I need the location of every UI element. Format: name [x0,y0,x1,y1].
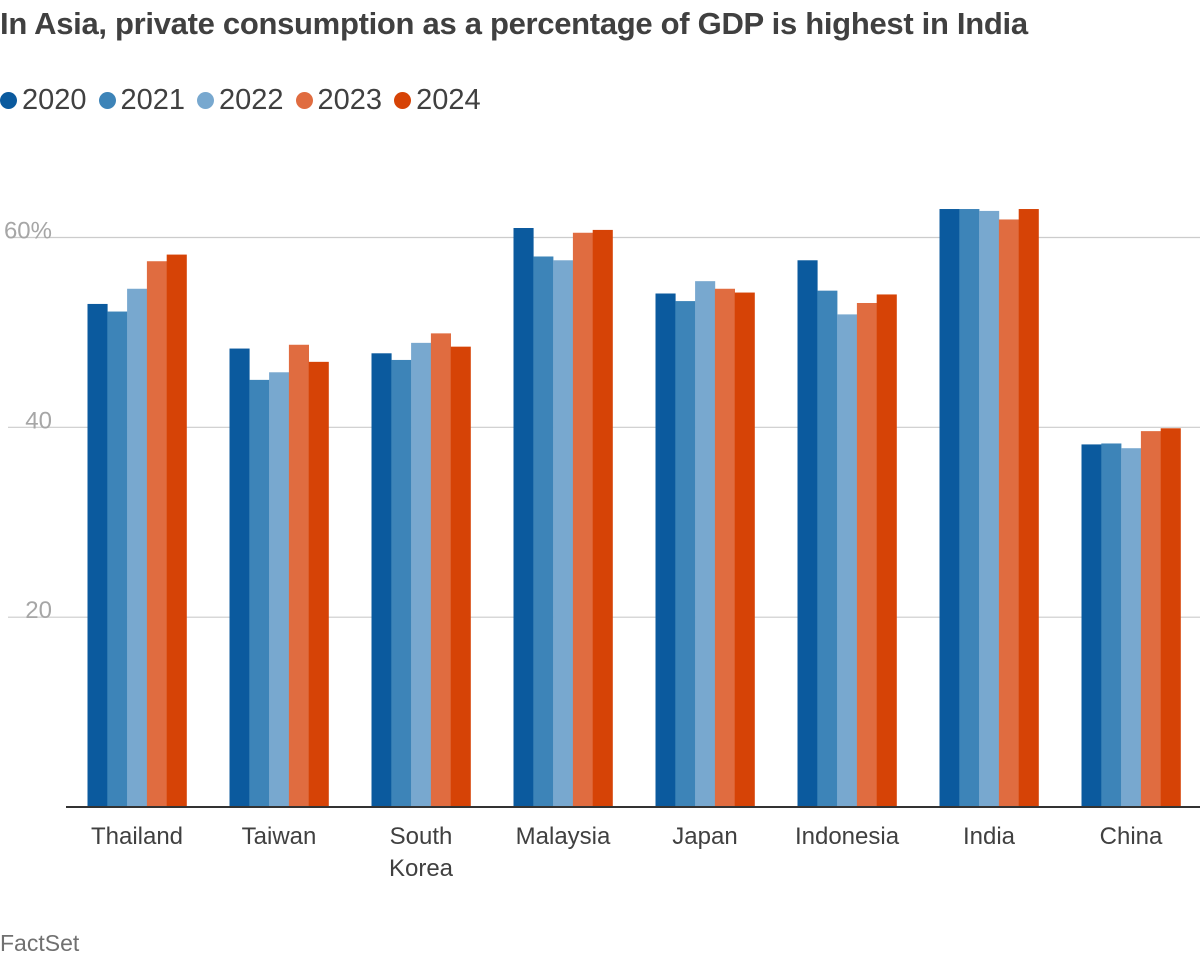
legend-item-2020: 2020 [0,84,87,117]
legend-label: 2021 [120,84,186,116]
bar-south-korea-2023 [430,333,451,807]
x-category-label: Malaysia [516,823,611,850]
bar-taiwan-2022 [269,372,290,807]
bar-taiwan-2021 [249,379,270,807]
bar-china-2024 [1160,428,1181,807]
y-tick-label-20: 20 [25,597,52,624]
bar-thailand-2020 [87,303,108,807]
legend-swatch-icon [295,92,313,109]
chart-legend: 2020 2021 2022 2023 2024 [0,84,493,117]
bar-malaysia-2023 [572,232,593,808]
x-category-label: Indonesia [795,823,900,850]
x-category-label: Japan [672,823,737,850]
legend-label: 2024 [416,84,481,116]
bar-south-korea-2020 [371,353,392,807]
x-category-label: China [1100,823,1163,850]
x-category-label: Taiwan [242,823,317,850]
bar-china-2020 [1081,444,1102,807]
bar-japan-2020 [655,293,676,807]
source-note: FactSet [0,930,80,956]
bar-thailand-2024 [166,254,187,807]
bar-indonesia-2024 [876,294,897,807]
bar-thailand-2022 [127,288,148,807]
legend-swatch-icon [0,92,17,109]
legend-label: 2023 [317,84,383,116]
bar-taiwan-2020 [229,348,250,807]
bar-china-2023 [1140,431,1161,807]
bar-south-korea-2021 [391,359,412,807]
legend-swatch-icon [197,92,215,109]
bar-india-2021 [959,209,980,807]
bar-taiwan-2024 [308,361,329,807]
legend-item-2021: 2021 [98,84,186,117]
bar-indonesia-2022 [837,314,858,807]
bar-south-korea-2024 [450,346,471,807]
x-category-label: South [390,823,453,850]
legend-swatch-icon [394,92,412,109]
bar-india-2020 [939,209,960,807]
legend-item-2023: 2023 [295,84,383,117]
bar-japan-2024 [734,292,755,808]
bar-thailand-2021 [107,311,128,807]
bar-south-korea-2022 [411,342,432,807]
x-category-label: India [963,823,1016,850]
bar-indonesia-2020 [797,260,818,807]
bar-india-2022 [979,210,1000,807]
bar-china-2021 [1101,443,1122,807]
bar-japan-2022 [695,281,716,808]
bar-malaysia-2022 [553,260,574,807]
bar-india-2024 [1018,209,1039,807]
bar-japan-2021 [675,301,696,807]
bar-indonesia-2023 [856,302,877,807]
bar-taiwan-2023 [288,344,309,807]
y-tick-label-40: 40 [25,407,52,434]
x-category-label: Korea [389,855,454,882]
legend-swatch-icon [98,92,116,109]
bar-thailand-2023 [146,261,167,808]
legend-label: 2020 [22,84,87,116]
bar-india-2023 [998,219,1019,808]
bar-malaysia-2020 [513,228,534,808]
x-category-label: Thailand [91,823,183,850]
legend-item-2024: 2024 [394,84,481,117]
bar-malaysia-2024 [592,229,613,807]
y-tick-label-60: 60% [4,218,52,245]
bar-malaysia-2021 [533,256,554,807]
bar-japan-2023 [714,288,735,807]
chart-title: In Asia, private consumption as a percen… [0,6,1028,41]
legend-item-2022: 2022 [197,84,284,117]
bar-indonesia-2021 [817,290,838,807]
legend-label: 2022 [219,84,284,116]
bar-china-2022 [1121,448,1142,807]
